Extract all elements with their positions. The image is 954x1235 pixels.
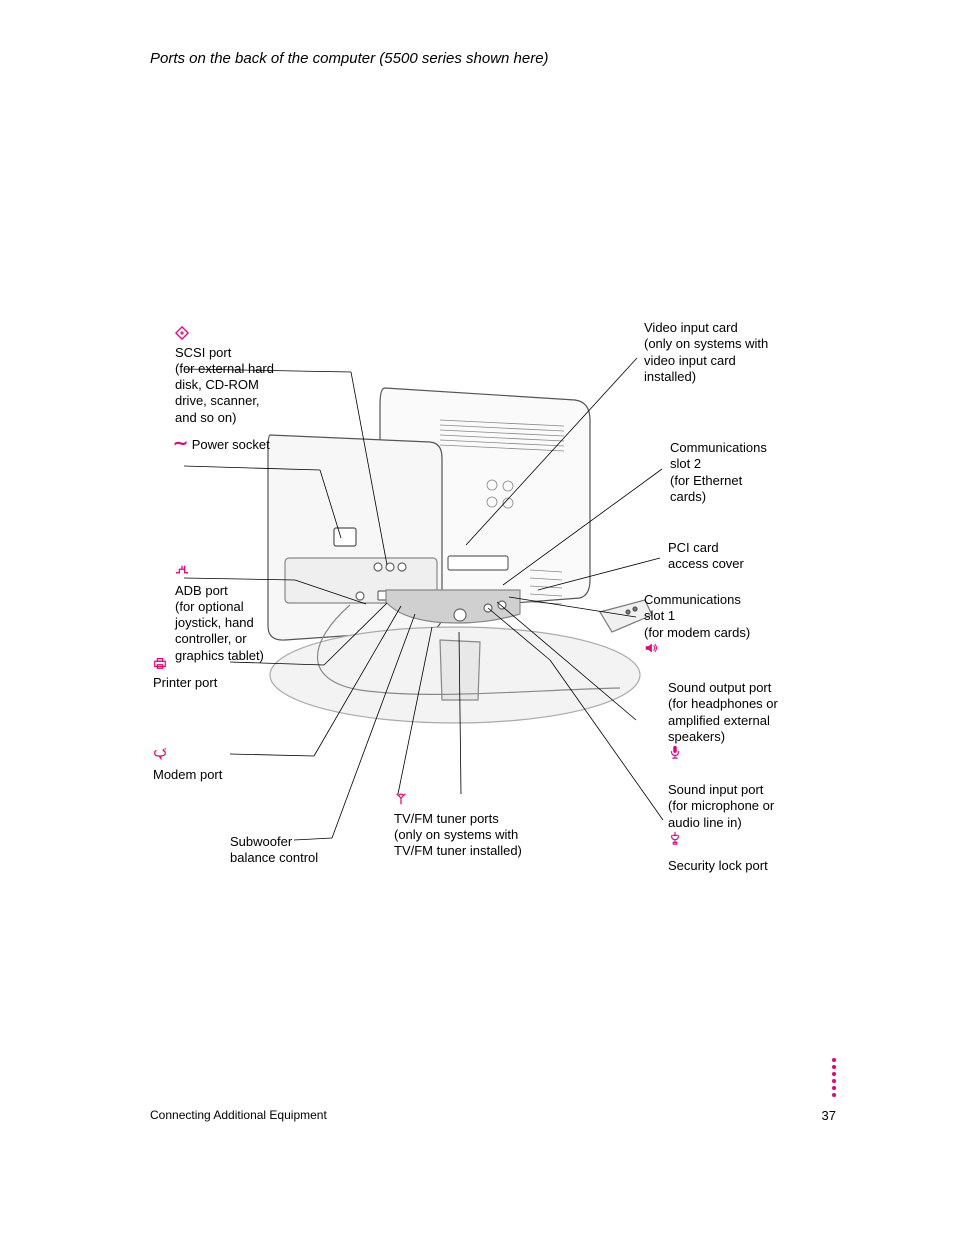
text: Printer port	[153, 675, 217, 691]
vertical-dots-decoration	[832, 1058, 836, 1097]
microphone-icon	[668, 745, 682, 764]
label-pci: PCI card access cover	[668, 540, 744, 573]
computer-back-illustration	[230, 380, 670, 740]
lock-icon	[668, 831, 682, 850]
text: Subwoofer	[230, 834, 318, 850]
page-number: 37	[822, 1108, 836, 1123]
ac-icon: ∼	[173, 433, 188, 453]
text: Video input card	[644, 320, 768, 336]
label-power: ∼ Power socket	[173, 432, 270, 455]
label-adb: ADB port (for optional joystick, hand co…	[175, 564, 264, 664]
figure-caption: Ports on the back of the computer (5500 …	[150, 50, 549, 67]
label-video-in: Video input card (only on systems with v…	[644, 320, 768, 385]
label-sound-in: Sound input port (for microphone or audi…	[668, 782, 774, 849]
footer-chapter-title: Connecting Additional Equipment	[150, 1108, 327, 1122]
text: Modem port	[153, 767, 222, 783]
label-cs1: Communications slot 1 (for modem cards)	[644, 592, 750, 659]
page: Ports on the back of the computer (5500 …	[0, 0, 954, 1235]
text: TV/FM tuner ports	[394, 811, 522, 827]
modem-icon	[153, 748, 167, 767]
text: SCSI port	[175, 345, 274, 361]
sound-out-icon	[644, 641, 658, 660]
text: ADB port	[175, 583, 264, 599]
label-printer: Printer port	[153, 656, 217, 691]
text: Sound output port	[668, 680, 778, 696]
text: Communications	[670, 440, 767, 456]
label-scsi: SCSI port (for external hard disk, CD-RO…	[175, 326, 274, 426]
adb-icon	[175, 564, 189, 583]
antenna-icon	[394, 792, 408, 811]
printer-icon	[153, 656, 167, 675]
label-sound-out: Sound output port (for headphones or amp…	[668, 680, 778, 764]
label-modem: Modem port	[153, 748, 222, 783]
label-tvfm: TV/FM tuner ports (only on systems with …	[394, 792, 522, 859]
text: Sound input port	[668, 782, 774, 798]
label-subwoofer: Subwoofer balance control	[230, 834, 318, 867]
label-security: Security lock port	[668, 858, 768, 874]
scsi-icon	[175, 326, 189, 345]
text: PCI card	[668, 540, 744, 556]
text: Communications	[644, 592, 750, 608]
text: Security lock port	[668, 858, 768, 874]
label-cs2: Communications slot 2 (for Ethernet card…	[670, 440, 767, 505]
text: ∼ Power socket	[173, 437, 270, 452]
